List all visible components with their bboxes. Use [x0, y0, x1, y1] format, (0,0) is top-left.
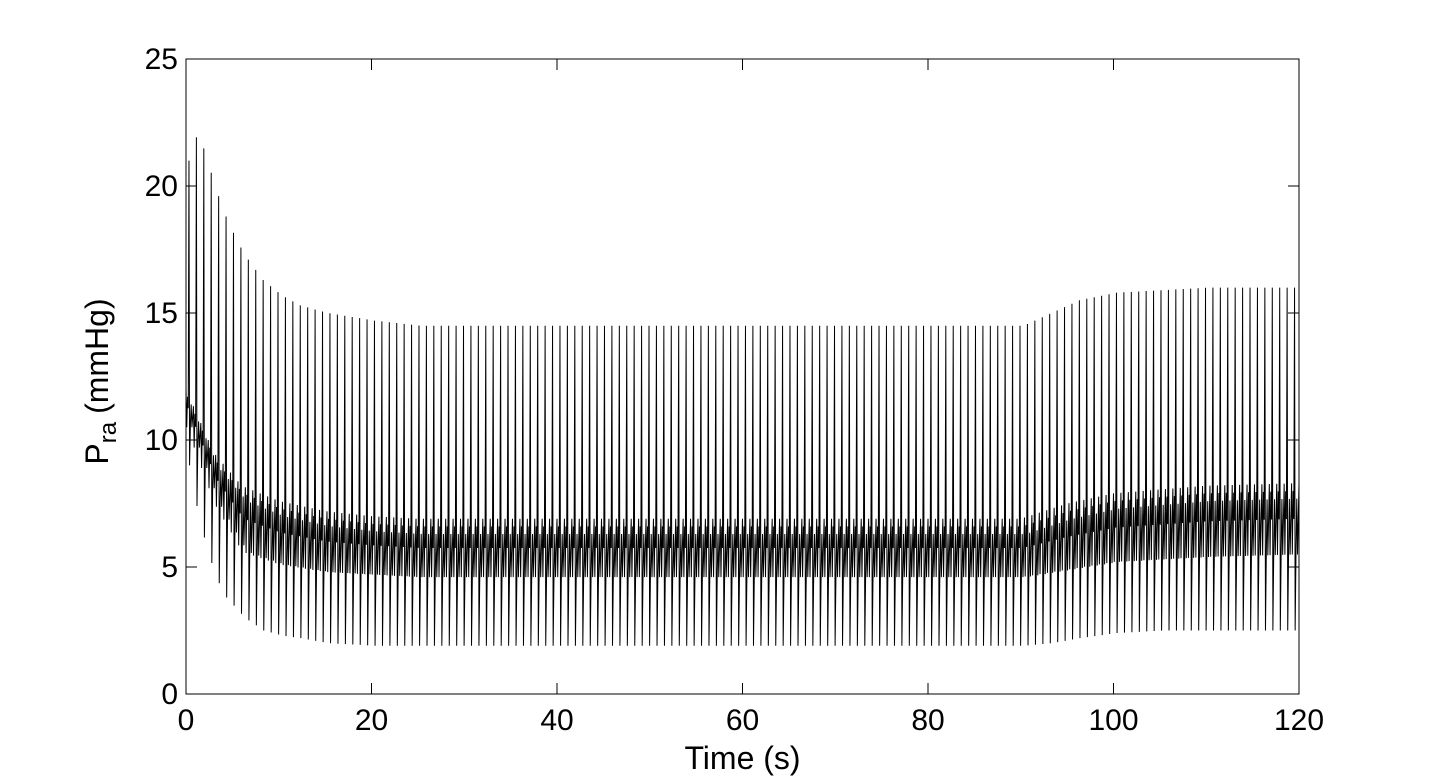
x-tick-label: 0 — [178, 704, 195, 737]
y-axis-label-subscript: ra — [95, 421, 122, 443]
x-tick-label: 120 — [1274, 704, 1324, 737]
y-tick-label: 5 — [161, 551, 178, 584]
y-axis-label-main: P — [79, 443, 115, 464]
y-tick-label: 10 — [145, 424, 178, 457]
y-axis: 0 5 10 15 20 25 — [145, 43, 1299, 711]
y-tick-label: 20 — [145, 170, 178, 203]
x-tick-label: 60 — [726, 704, 759, 737]
x-axis: 0 20 40 60 80 100 120 — [178, 59, 1324, 737]
x-axis-label: Time (s) — [684, 740, 800, 776]
y-tick-label: 0 — [161, 678, 178, 711]
y-tick-label: 25 — [145, 43, 178, 76]
x-tick-label: 40 — [540, 704, 573, 737]
y-axis-label: Pra (mmHg) — [79, 298, 122, 464]
x-tick-label: 20 — [355, 704, 388, 737]
x-tick-label: 80 — [911, 704, 944, 737]
x-tick-label: 100 — [1088, 704, 1138, 737]
series-line — [185, 137, 1300, 646]
data-layer — [185, 137, 1300, 646]
y-axis-label-unit: (mmHg) — [79, 298, 115, 414]
y-tick-label: 15 — [145, 297, 178, 330]
